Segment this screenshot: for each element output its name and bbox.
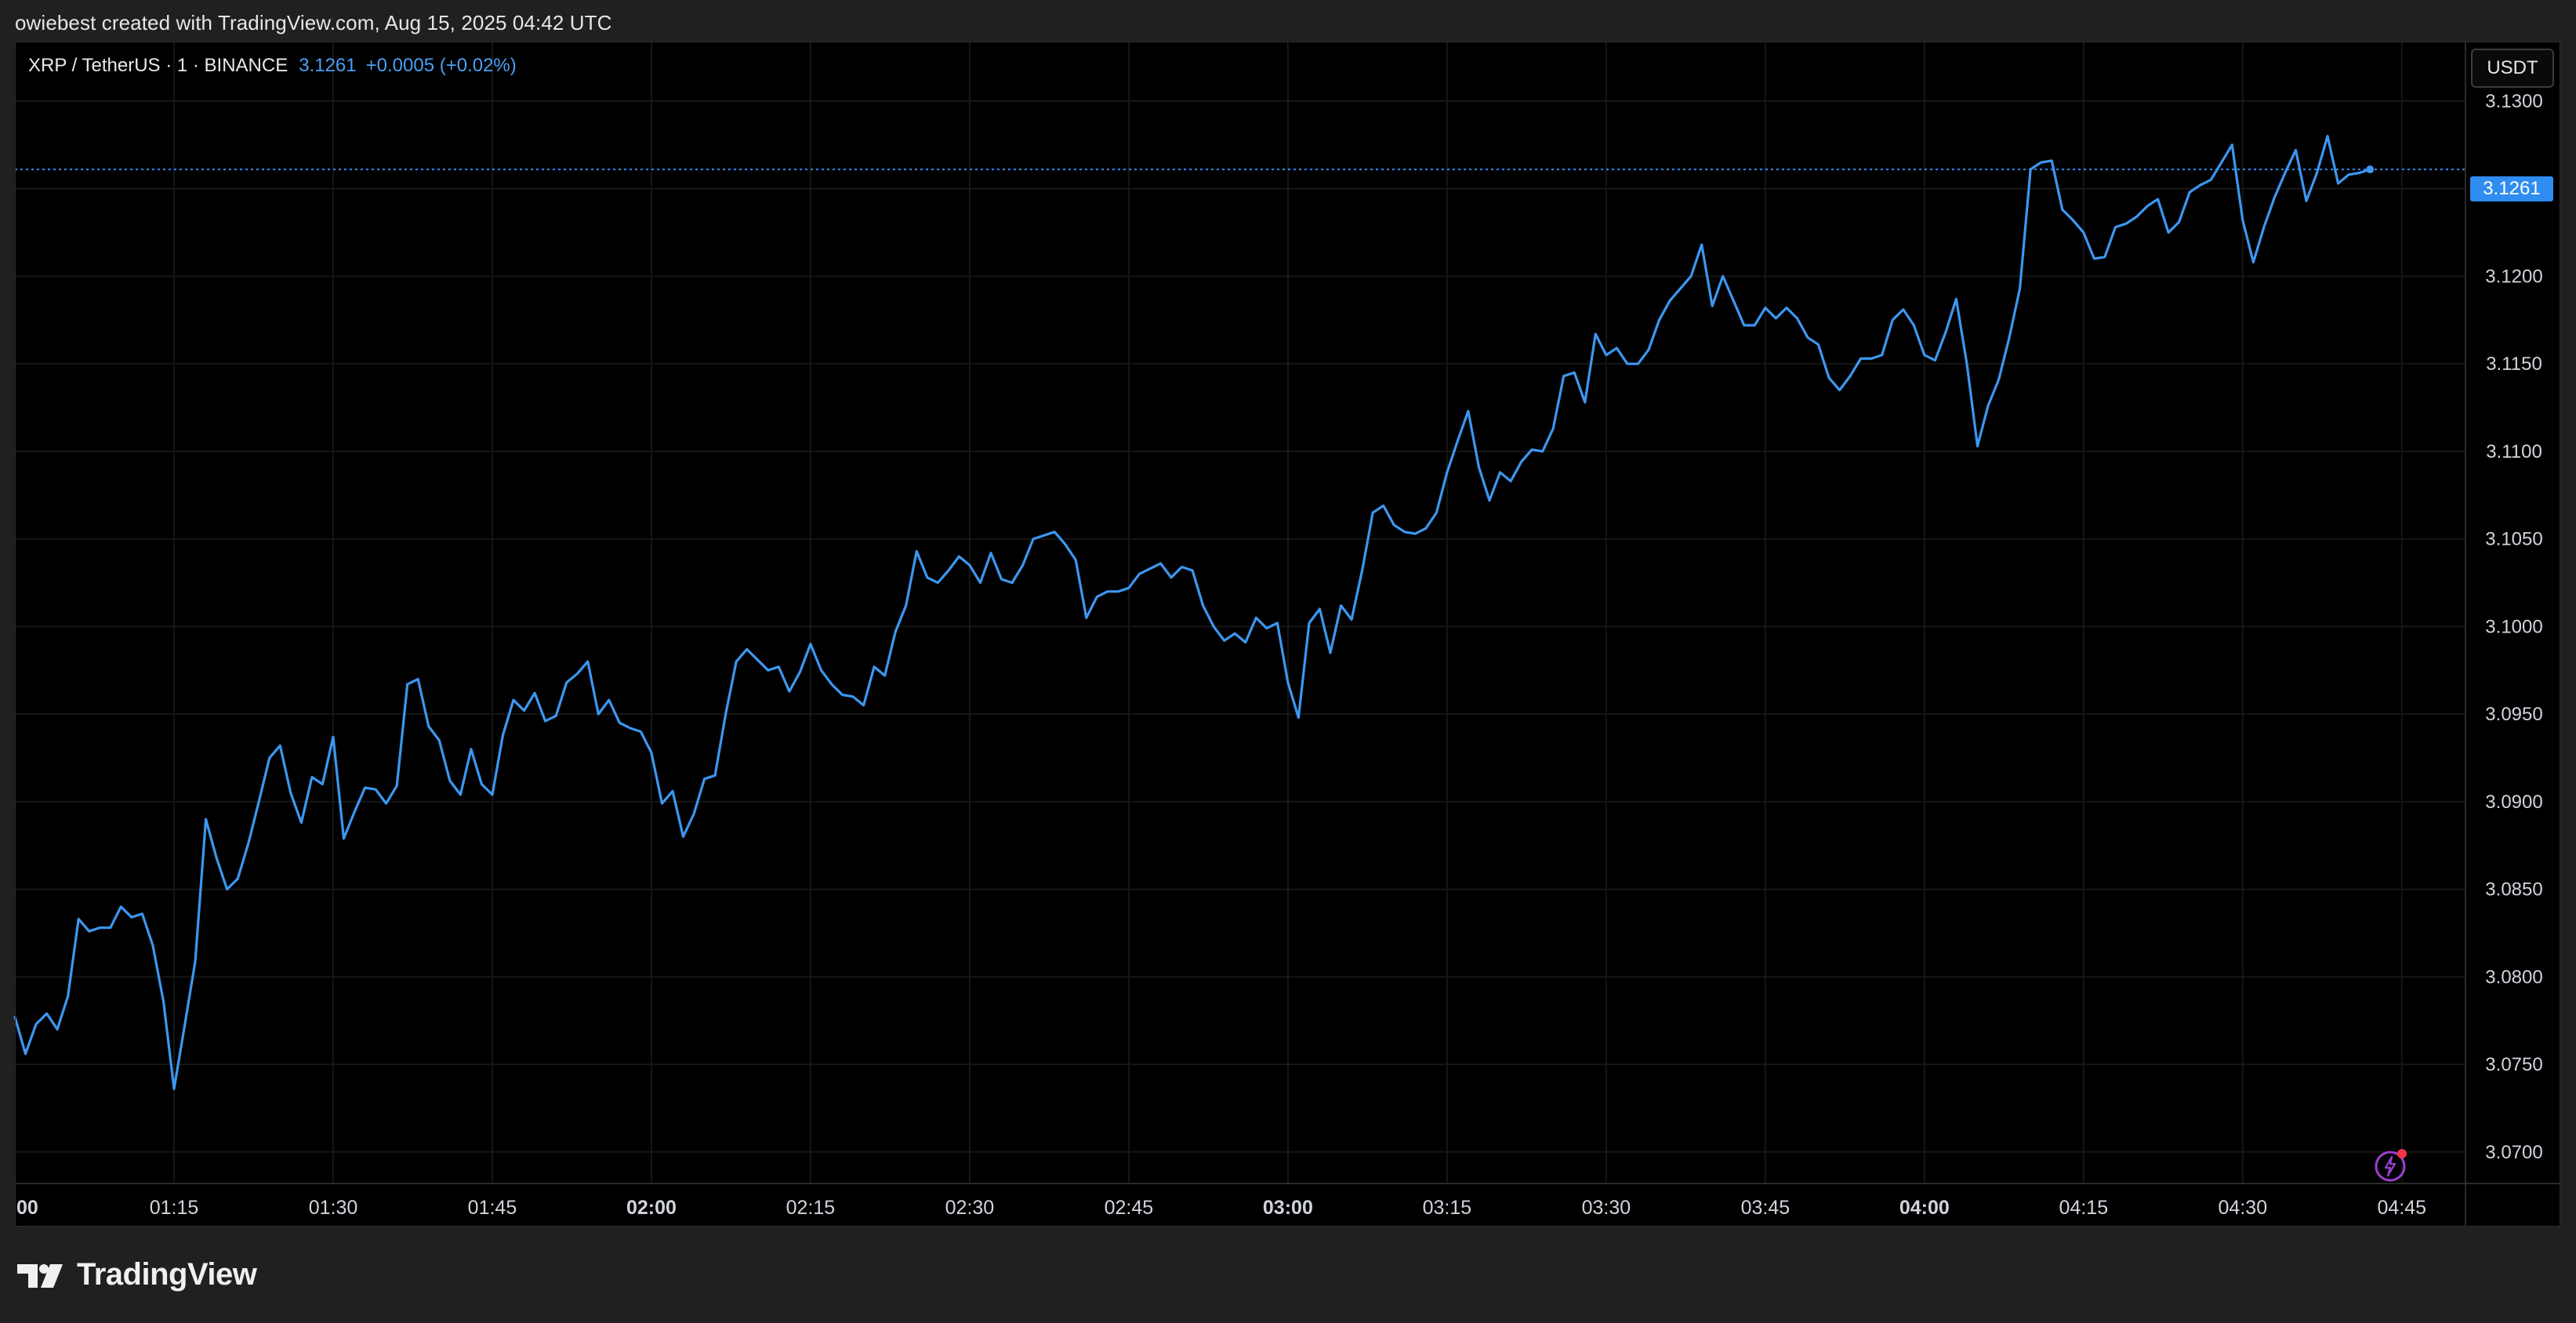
price-tick-label: 3.1000	[2485, 616, 2542, 637]
attribution-text: owiebest created with TradingView.com, A…	[15, 11, 612, 34]
price-tick-label: 3.0900	[2485, 792, 2542, 813]
last-price-point	[2366, 165, 2375, 174]
price-tick-label: 3.1100	[2486, 441, 2542, 462]
alert-dot-icon	[2397, 1149, 2407, 1158]
price-axis: 3.13003.12503.12003.11503.11003.10503.10…	[2485, 91, 2542, 1163]
time-tick-label: 03:30	[1582, 1197, 1631, 1219]
bolt-icon	[2375, 1149, 2407, 1182]
price-tick-label: 3.0800	[2485, 966, 2542, 988]
price-tick-label: 3.1150	[2486, 353, 2542, 375]
time-tick-label: 03:15	[1423, 1197, 1472, 1219]
time-tick-label: 01:30	[309, 1197, 358, 1219]
legend-price: 3.1261	[299, 55, 357, 76]
brand-logo[interactable]: TradingView	[17, 1257, 257, 1292]
price-series	[13, 135, 2375, 1090]
bolt-alert-button[interactable]	[2374, 1147, 2410, 1183]
time-tick-label: 04:00	[1899, 1197, 1950, 1219]
price-line	[13, 135, 2371, 1090]
legend-change: +0.0005 (+0.02%)	[365, 55, 517, 76]
time-tick-label: 01:15	[150, 1197, 199, 1219]
time-tick-label: 04:15	[2059, 1197, 2109, 1219]
time-tick-label: 04:30	[2219, 1197, 2268, 1219]
time-tick-label: 00	[16, 1197, 38, 1219]
time-tick-label: 02:30	[945, 1197, 995, 1219]
price-tick-label: 3.1300	[2485, 91, 2542, 112]
price-tick-label: 3.0850	[2485, 879, 2542, 901]
brand-name: TradingView	[77, 1257, 257, 1292]
time-tick-label: 02:45	[1105, 1197, 1154, 1219]
price-tick-label: 3.1200	[2485, 266, 2542, 287]
time-tick-label: 03:45	[1741, 1197, 1791, 1219]
tradingview-logo-icon	[17, 1263, 63, 1288]
price-tick-label: 3.0950	[2485, 704, 2542, 725]
time-axis: 00 01:15 01:30 01:45 02:00 02:15 02:30 02:45 03:…	[16, 1197, 2426, 1219]
price-tick-label: 3.0750	[2485, 1054, 2542, 1075]
price-tick-label: 3.1050	[2485, 529, 2542, 550]
time-tick-label: 03:00	[1263, 1197, 1313, 1219]
time-tick-label: 02:15	[786, 1197, 836, 1219]
currency-button[interactable]: USDT	[2471, 49, 2554, 88]
last-price-label: 3.1261	[2470, 176, 2553, 201]
time-tick-label: 01:45	[468, 1197, 517, 1219]
axis-separators	[15, 42, 2560, 1227]
legend-symbol: XRP / TetherUS · 1 · BINANCE	[28, 55, 288, 76]
time-tick-label: 04:45	[2378, 1197, 2427, 1219]
grid-lines	[14, 42, 2465, 1183]
symbol-legend[interactable]: XRP / TetherUS · 1 · BINANCE 3.1261 +0.000…	[28, 55, 517, 77]
price-tick-label: 3.0700	[2485, 1142, 2542, 1163]
time-tick-label: 02:00	[626, 1197, 677, 1219]
